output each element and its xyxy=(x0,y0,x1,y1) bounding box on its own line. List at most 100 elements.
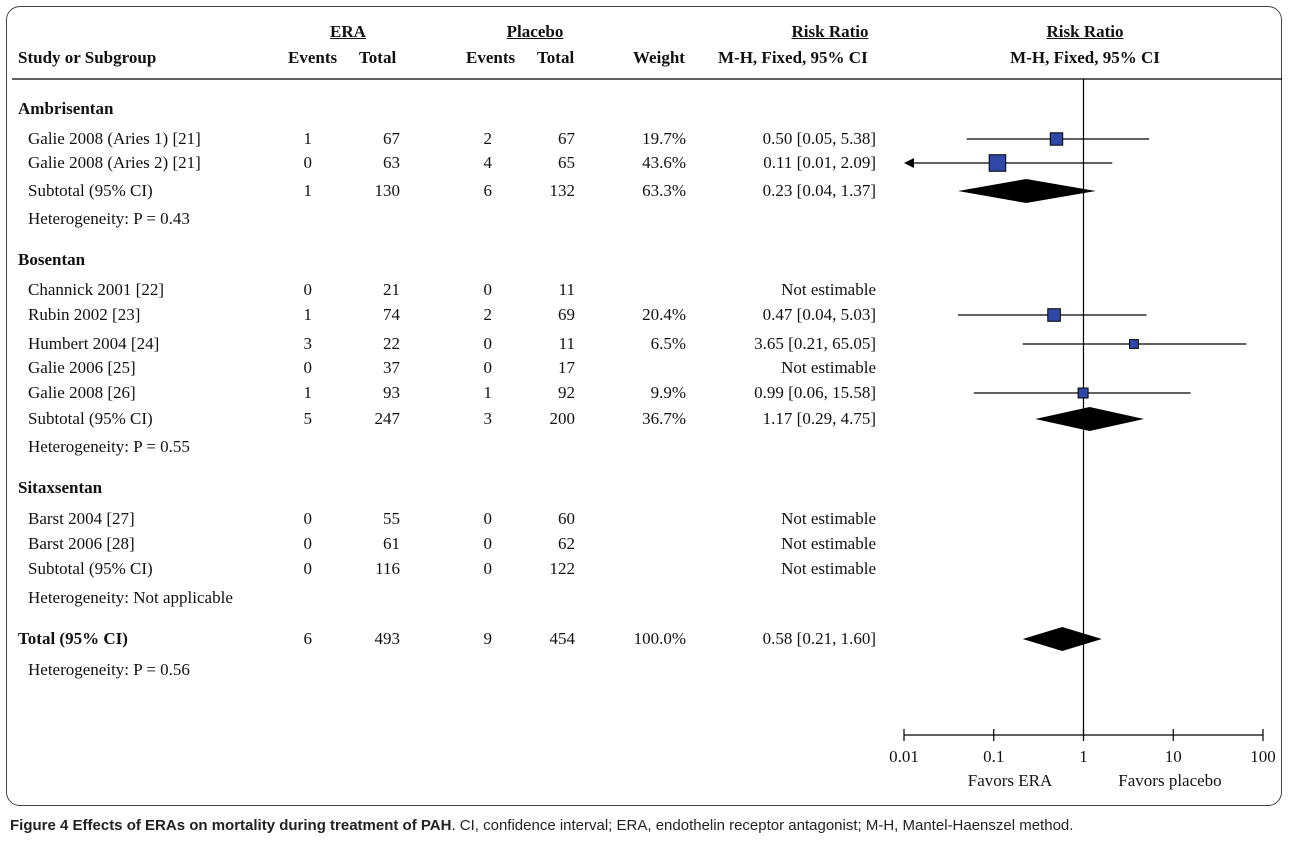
placebo-events-cell: 4 xyxy=(483,153,493,172)
era-events-cell: 5 xyxy=(303,409,313,428)
era-events-cell: 0 xyxy=(303,358,313,377)
placebo-events-cell: 9 xyxy=(483,629,493,648)
heterogeneity-label: Heterogeneity: P = 0.43 xyxy=(28,209,190,228)
risk-ratio-cell: 0.50 [0.05, 5.38] xyxy=(762,129,876,148)
study-label: Subtotal (95% CI) xyxy=(28,559,153,578)
era-total-cell: 67 xyxy=(383,129,400,148)
rr-plot-title: Risk Ratio xyxy=(1046,22,1124,41)
subgroup-header: Bosentan xyxy=(18,250,86,269)
x-tick-label: 10 xyxy=(1165,747,1182,766)
subgroup-header: Sitaxsentan xyxy=(18,478,103,497)
era-events-cell: 3 xyxy=(303,334,313,353)
study-label: Galie 2008 (Aries 2) [21] xyxy=(28,153,201,172)
study-label: Humbert 2004 [24] xyxy=(28,334,160,353)
risk-ratio-cell: Not estimable xyxy=(781,509,876,528)
risk-ratio-cell: 0.47 [0.04, 5.03] xyxy=(762,305,876,324)
placebo-events-cell: 2 xyxy=(483,305,493,324)
subgroup-header: Ambrisentan xyxy=(18,99,114,118)
placebo-total-cell: 132 xyxy=(549,181,576,200)
placebo-events-header: Events xyxy=(466,48,516,67)
era-events-cell: 0 xyxy=(303,534,313,553)
risk-ratio-cell: Not estimable xyxy=(781,358,876,377)
era-events-cell: 1 xyxy=(303,383,313,402)
weight-cell: 63.3% xyxy=(642,181,686,200)
study-label: Subtotal (95% CI) xyxy=(28,409,153,428)
weight-cell: 19.7% xyxy=(642,129,686,148)
placebo-total-cell: 11 xyxy=(558,280,575,299)
placebo-total-cell: 92 xyxy=(558,383,575,402)
study-marker xyxy=(988,154,1007,172)
x-tick-label: 0.1 xyxy=(983,747,1004,766)
summary-diamond xyxy=(958,179,1096,203)
placebo-total-cell: 454 xyxy=(549,629,576,648)
era-total-cell: 74 xyxy=(383,305,400,324)
era-total-cell: 21 xyxy=(383,280,400,299)
era-total-cell: 93 xyxy=(383,383,400,402)
risk-ratio-cell: 0.58 [0.21, 1.60] xyxy=(762,629,876,648)
placebo-events-cell: 0 xyxy=(483,334,493,353)
placebo-total-cell: 17 xyxy=(558,358,575,377)
risk-ratio-cell: Not estimable xyxy=(781,534,876,553)
heterogeneity-label: Heterogeneity: Not applicable xyxy=(28,588,233,607)
weight-cell: 43.6% xyxy=(642,153,686,172)
placebo-total-cell: 62 xyxy=(558,534,575,553)
era-total-cell: 493 xyxy=(374,629,401,648)
risk-ratio-cell: 0.23 [0.04, 1.37] xyxy=(762,181,876,200)
era-events-cell: 6 xyxy=(303,629,313,648)
study-label: Subtotal (95% CI) xyxy=(28,181,153,200)
weight-header: Weight xyxy=(633,48,685,67)
rr-text-method: M-H, Fixed, 95% CI xyxy=(718,48,868,67)
placebo-total-cell: 65 xyxy=(558,153,575,172)
caption-label: Figure 4 Effects of ERAs on mortality du… xyxy=(10,817,452,834)
placebo-total-cell: 60 xyxy=(558,509,575,528)
x-tick-label: 100 xyxy=(1250,747,1276,766)
weight-cell: 9.9% xyxy=(650,383,686,402)
summary-diamond xyxy=(1022,627,1102,651)
placebo-events-cell: 0 xyxy=(483,358,493,377)
study-label: Barst 2004 [27] xyxy=(28,509,135,528)
era-events-cell: 1 xyxy=(303,181,313,200)
placebo-total-header: Total xyxy=(537,48,575,67)
era-total-cell: 22 xyxy=(383,334,400,353)
study-label: Galie 2006 [25] xyxy=(28,358,136,377)
study-column-header: Study or Subgroup xyxy=(18,48,157,67)
x-tick-label: 1 xyxy=(1079,747,1088,766)
era-events-cell: 0 xyxy=(303,153,313,172)
placebo-events-cell: 2 xyxy=(483,129,493,148)
risk-ratio-cell: 1.17 [0.29, 4.75] xyxy=(762,409,876,428)
era-total-cell: 55 xyxy=(383,509,400,528)
study-marker xyxy=(1047,308,1061,322)
caption-text: . CI, confidence interval; ERA, endothel… xyxy=(451,817,1074,834)
risk-ratio-cell: 0.11 [0.01, 2.09] xyxy=(763,153,876,172)
weight-cell: 36.7% xyxy=(642,409,686,428)
placebo-events-cell: 3 xyxy=(483,409,493,428)
study-label: Galie 2008 (Aries 1) [21] xyxy=(28,129,201,148)
placebo-total-cell: 200 xyxy=(549,409,576,428)
era-total-cell: 37 xyxy=(383,358,400,377)
placebo-events-cell: 0 xyxy=(483,280,493,299)
era-total-cell: 116 xyxy=(375,559,400,578)
ci-arrow xyxy=(904,158,914,168)
study-label: Channick 2001 [22] xyxy=(28,280,164,299)
heterogeneity-label: Heterogeneity: P = 0.56 xyxy=(28,660,190,679)
heterogeneity-label: Heterogeneity: P = 0.55 xyxy=(28,437,190,456)
placebo-events-cell: 0 xyxy=(483,559,493,578)
era-total-cell: 63 xyxy=(383,153,400,172)
era-group-header: ERA xyxy=(330,22,366,41)
weight-cell: 20.4% xyxy=(642,305,686,324)
favors-right-label: Favors placebo xyxy=(1118,771,1221,790)
placebo-total-cell: 67 xyxy=(558,129,575,148)
study-label: Rubin 2002 [23] xyxy=(28,305,141,324)
risk-ratio-cell: Not estimable xyxy=(781,280,876,299)
study-label: Barst 2006 [28] xyxy=(28,534,135,553)
x-tick-label: 0.01 xyxy=(889,747,919,766)
placebo-events-cell: 0 xyxy=(483,509,493,528)
study-marker xyxy=(1077,387,1089,399)
era-events-cell: 1 xyxy=(303,305,313,324)
rr-text-title: Risk Ratio xyxy=(791,22,869,41)
era-events-cell: 0 xyxy=(303,280,313,299)
era-events-header: Events xyxy=(288,48,338,67)
study-label: Galie 2008 [26] xyxy=(28,383,136,402)
